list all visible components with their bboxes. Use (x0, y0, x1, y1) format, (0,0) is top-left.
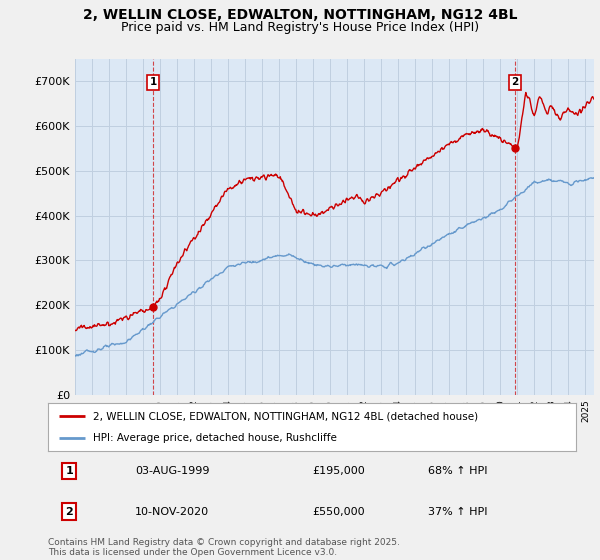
Text: £550,000: £550,000 (312, 507, 365, 517)
Text: 37% ↑ HPI: 37% ↑ HPI (428, 507, 488, 517)
Text: Price paid vs. HM Land Registry's House Price Index (HPI): Price paid vs. HM Land Registry's House … (121, 21, 479, 34)
Text: 03-AUG-1999: 03-AUG-1999 (135, 466, 209, 476)
Text: 10-NOV-2020: 10-NOV-2020 (135, 507, 209, 517)
Text: 1: 1 (65, 466, 73, 476)
Text: 2: 2 (511, 77, 518, 87)
Text: 2, WELLIN CLOSE, EDWALTON, NOTTINGHAM, NG12 4BL: 2, WELLIN CLOSE, EDWALTON, NOTTINGHAM, N… (83, 8, 517, 22)
Text: £195,000: £195,000 (312, 466, 365, 476)
Text: 2: 2 (65, 507, 73, 517)
Text: 68% ↑ HPI: 68% ↑ HPI (428, 466, 488, 476)
Text: HPI: Average price, detached house, Rushcliffe: HPI: Average price, detached house, Rush… (93, 433, 337, 443)
Text: 1: 1 (149, 77, 157, 87)
Text: Contains HM Land Registry data © Crown copyright and database right 2025.
This d: Contains HM Land Registry data © Crown c… (48, 538, 400, 557)
Text: 2, WELLIN CLOSE, EDWALTON, NOTTINGHAM, NG12 4BL (detached house): 2, WELLIN CLOSE, EDWALTON, NOTTINGHAM, N… (93, 411, 478, 421)
